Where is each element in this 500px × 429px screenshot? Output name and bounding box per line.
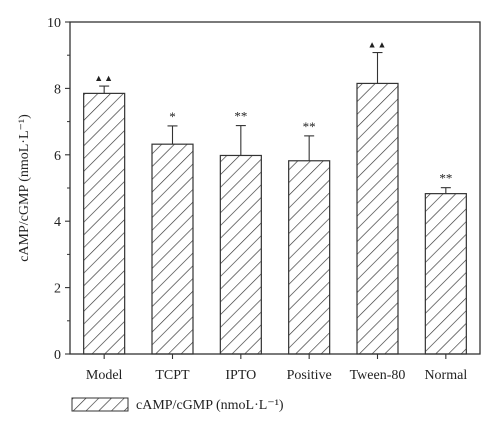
- y-axis-label: cAMP/cGMP (nmoL·L⁻¹): [17, 114, 32, 262]
- bar: [356, 82, 399, 355]
- bar: [83, 92, 126, 355]
- y-axis: 0 2 4 6 8 10: [47, 16, 70, 363]
- bar: [424, 193, 467, 355]
- significance-marker: *: [169, 109, 176, 124]
- significance-marker: **: [234, 109, 247, 124]
- annotations-layer: ▲▲* ****▲▲**: [94, 40, 452, 186]
- bars-layer: [83, 82, 467, 355]
- x-tick-label: Model: [86, 368, 123, 383]
- y-tick-label: 4: [54, 215, 61, 230]
- legend-swatch: [71, 397, 129, 412]
- y-tick-label: 6: [54, 149, 61, 164]
- significance-marker: ▲▲: [94, 73, 114, 83]
- y-tick-label: 0: [54, 348, 61, 363]
- bar: [151, 143, 194, 355]
- x-tick-label: Positive: [287, 368, 332, 383]
- bar: [288, 160, 331, 355]
- legend-label: cAMP/cGMP (nmoL·L⁻¹): [136, 398, 284, 413]
- legend: cAMP/cGMP (nmoL·L⁻¹): [71, 397, 284, 413]
- plot-frame: [69, 21, 481, 355]
- y-tick-label: 8: [54, 82, 61, 97]
- significance-marker: ▲▲: [368, 40, 388, 50]
- x-tick-label: Normal: [424, 368, 467, 383]
- significance-marker: **: [303, 119, 316, 134]
- x-tick-label: Tween-80: [350, 368, 406, 383]
- x-axis: Model TCPT IPTO Positive Tween-80 Normal: [86, 354, 467, 383]
- bar: [219, 154, 262, 355]
- error-bars-layer: [99, 51, 451, 194]
- x-tick-label: IPTO: [225, 368, 256, 383]
- significance-marker: **: [439, 171, 452, 186]
- y-tick-label: 10: [47, 16, 61, 31]
- x-tick-label: TCPT: [155, 368, 190, 383]
- y-tick-label: 2: [54, 282, 61, 297]
